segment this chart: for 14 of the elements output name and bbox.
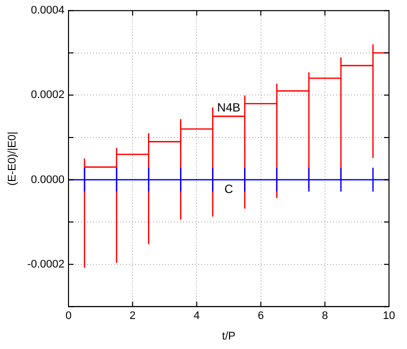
series-label: C [224,182,234,196]
y-tick-label: 0.0004 [30,4,65,17]
x-tick-label: 4 [194,310,200,322]
x-tick-label: 0 [65,310,72,322]
y-tick-label: 0.0002 [30,89,65,102]
x-tick-label: 2 [130,310,136,322]
y-tick-label: -0.0002 [27,258,65,270]
x-tick-label: 6 [258,310,264,322]
y-axis-title: (E-E0)/|E0| [6,132,19,186]
x-axis-title: t/P [222,330,236,342]
y-tick-label: 0.0000 [30,174,65,186]
series-label: N4B [217,100,240,115]
x-tick-label: 10 [382,310,396,322]
x-tick-label: 8 [322,310,328,322]
